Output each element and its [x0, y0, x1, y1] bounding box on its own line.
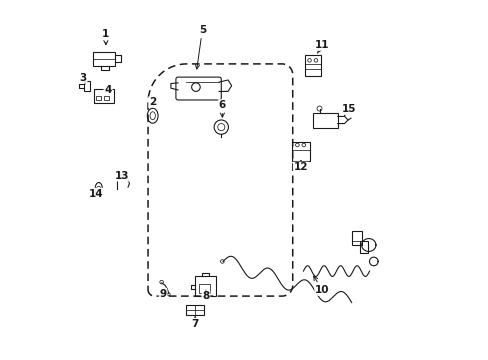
Bar: [305, 55, 321, 76]
Bar: [83, 81, 90, 91]
Bar: [186, 305, 203, 315]
Bar: [359, 241, 367, 253]
Text: 4: 4: [104, 85, 111, 95]
Text: 2: 2: [149, 97, 156, 108]
Text: 12: 12: [293, 160, 307, 172]
Bar: [96, 96, 101, 100]
Bar: [94, 89, 114, 103]
Text: 7: 7: [191, 317, 199, 329]
Text: 8: 8: [202, 290, 209, 301]
Bar: [195, 276, 216, 296]
Text: 11: 11: [314, 40, 329, 53]
Text: 15: 15: [341, 104, 355, 116]
Bar: [292, 141, 309, 161]
Bar: [199, 284, 210, 293]
Text: 10: 10: [313, 276, 329, 295]
Bar: [351, 231, 361, 245]
Text: 6: 6: [218, 100, 225, 117]
Text: 1: 1: [102, 28, 109, 45]
Text: 14: 14: [89, 189, 103, 199]
Text: 3: 3: [79, 73, 86, 84]
Bar: [313, 113, 337, 128]
Text: 13: 13: [115, 171, 129, 181]
Bar: [103, 96, 108, 100]
Text: 9: 9: [159, 288, 167, 298]
Text: 5: 5: [195, 25, 205, 69]
Bar: [93, 52, 115, 66]
